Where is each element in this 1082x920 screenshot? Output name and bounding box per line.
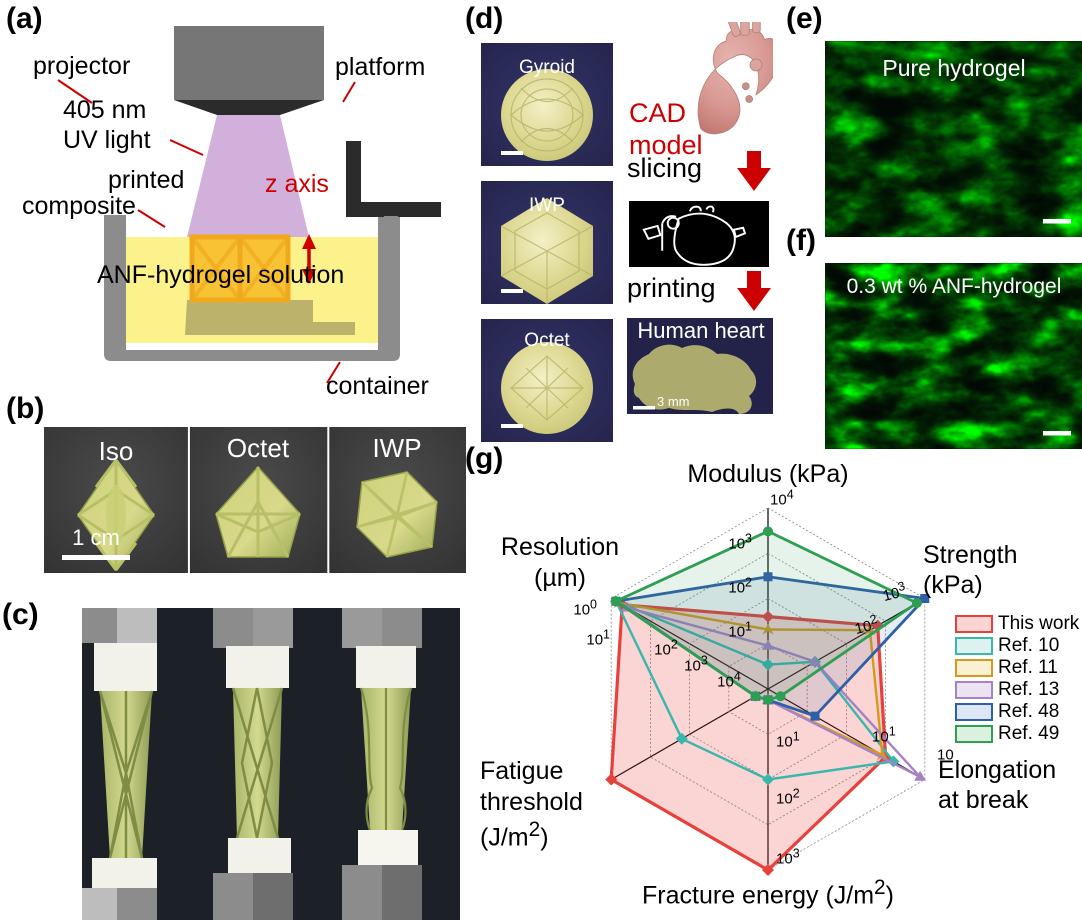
svg-text:z axis: z axis <box>265 170 329 198</box>
svg-text:Pure hydrogel: Pure hydrogel <box>882 55 1025 81</box>
svg-text:3 mm: 3 mm <box>657 394 690 409</box>
svg-text:405 nm: 405 nm <box>63 96 146 124</box>
svg-text:Octet: Octet <box>227 433 290 463</box>
svg-text:CAD: CAD <box>629 98 686 128</box>
svg-text:Gyroid: Gyroid <box>519 57 575 78</box>
svg-text:printed: printed <box>108 166 184 194</box>
svg-text:composite: composite <box>22 192 136 220</box>
svg-text:UV light: UV light <box>63 126 151 154</box>
svg-text:Iso: Iso <box>99 436 134 466</box>
svg-text:slicing: slicing <box>627 153 702 183</box>
svg-text:Octet: Octet <box>524 330 570 351</box>
svg-text:Human heart: Human heart <box>637 318 764 343</box>
svg-text:container: container <box>326 372 429 400</box>
svg-text:IWP: IWP <box>372 433 421 463</box>
svg-text:platform: platform <box>335 53 425 81</box>
svg-text:1 cm: 1 cm <box>72 525 120 550</box>
svg-text:ANF-hydrogel solution: ANF-hydrogel solution <box>97 261 344 289</box>
svg-text:projector: projector <box>33 52 130 80</box>
svg-text:IWP: IWP <box>529 195 565 216</box>
svg-text:printing: printing <box>627 273 716 303</box>
svg-text:0.3 wt % ANF-hydrogel: 0.3 wt % ANF-hydrogel <box>847 275 1062 298</box>
